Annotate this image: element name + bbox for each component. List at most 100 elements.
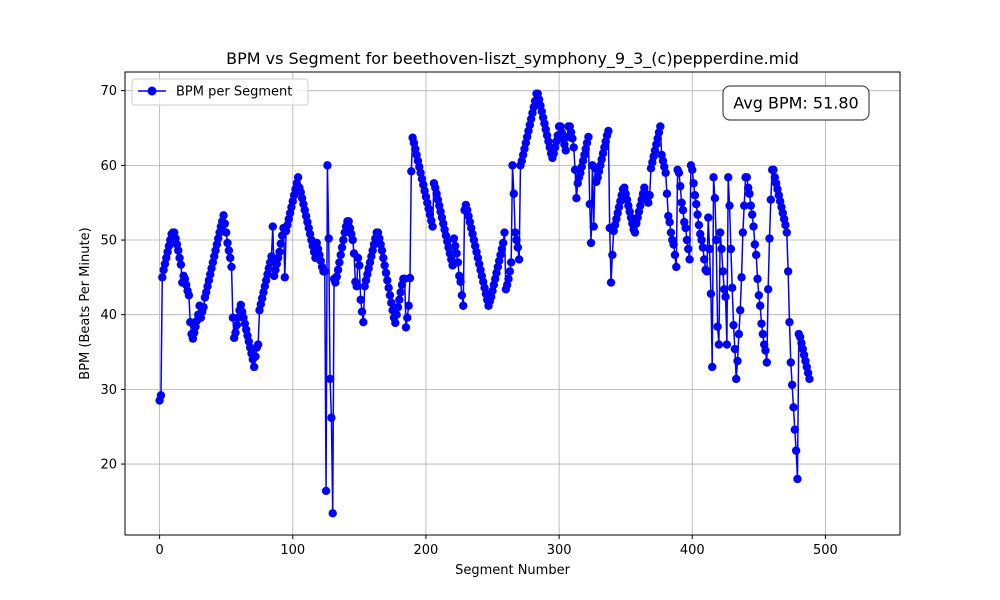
data-point bbox=[199, 303, 208, 312]
data-point bbox=[381, 268, 391, 278]
data-point bbox=[392, 310, 401, 319]
data-point bbox=[704, 213, 713, 222]
data-point bbox=[676, 182, 685, 191]
data-point bbox=[665, 217, 674, 227]
data-point bbox=[749, 222, 758, 231]
data-point bbox=[726, 244, 736, 254]
data-point bbox=[693, 210, 702, 219]
legend-marker-swatch bbox=[147, 86, 157, 96]
data-point bbox=[568, 134, 577, 143]
data-point bbox=[405, 273, 415, 283]
x-axis-ticks: 0 100 200 300 400 500 bbox=[155, 535, 838, 558]
data-point bbox=[689, 179, 698, 188]
data-point bbox=[781, 220, 790, 230]
data-point bbox=[734, 329, 744, 339]
data-point bbox=[738, 228, 748, 237]
x-tick-label: 400 bbox=[680, 543, 705, 558]
data-point bbox=[268, 222, 278, 231]
data-point bbox=[158, 273, 167, 282]
data-point bbox=[733, 356, 742, 366]
data-point bbox=[323, 161, 332, 170]
data-point bbox=[716, 228, 725, 237]
data-point bbox=[793, 474, 802, 484]
data-point bbox=[762, 358, 772, 367]
data-point bbox=[449, 234, 459, 243]
data-point bbox=[698, 243, 708, 252]
data-point bbox=[678, 205, 688, 215]
data-point bbox=[508, 161, 517, 170]
data-point bbox=[718, 267, 728, 276]
data-point bbox=[669, 240, 678, 249]
data-point bbox=[428, 222, 437, 231]
data-point bbox=[353, 253, 363, 263]
data-point bbox=[401, 323, 411, 332]
data-point bbox=[384, 283, 393, 293]
data-point bbox=[275, 247, 284, 257]
data-point bbox=[656, 122, 665, 131]
data-point bbox=[231, 328, 240, 337]
chart-title: BPM vs Segment for beethoven-liszt_symph… bbox=[226, 49, 799, 69]
data-point bbox=[763, 285, 773, 294]
data-point bbox=[677, 198, 686, 207]
data-point bbox=[666, 228, 676, 237]
data-point bbox=[585, 199, 594, 209]
data-point bbox=[293, 173, 303, 182]
data-point bbox=[702, 267, 712, 276]
data-point bbox=[504, 274, 513, 284]
data-point bbox=[452, 249, 461, 258]
data-point bbox=[561, 146, 570, 155]
data-point bbox=[459, 301, 468, 310]
data-point bbox=[569, 143, 578, 152]
data-point bbox=[645, 191, 654, 200]
data-point bbox=[227, 262, 236, 272]
data-point bbox=[396, 288, 405, 297]
data-point bbox=[357, 307, 367, 316]
data-point bbox=[379, 253, 388, 263]
legend: BPM per Segment bbox=[131, 78, 309, 106]
data-point bbox=[710, 194, 720, 203]
data-point bbox=[791, 446, 801, 455]
data-point bbox=[750, 240, 760, 249]
data-point bbox=[453, 258, 463, 267]
data-point bbox=[377, 246, 387, 255]
data-point bbox=[380, 261, 389, 270]
data-point bbox=[769, 165, 778, 175]
data-point bbox=[787, 380, 797, 390]
data-point bbox=[509, 189, 519, 198]
data-point bbox=[630, 228, 640, 237]
data-point bbox=[706, 289, 716, 298]
data-point bbox=[785, 317, 794, 327]
data-point bbox=[404, 301, 413, 310]
data-point bbox=[722, 340, 732, 349]
data-point bbox=[709, 173, 718, 182]
data-point bbox=[742, 173, 752, 182]
data-point bbox=[725, 201, 734, 210]
plot-frame bbox=[124, 71, 901, 536]
data-point bbox=[783, 267, 793, 276]
data-point bbox=[670, 250, 680, 260]
data-point bbox=[682, 235, 692, 245]
y-axis-label: BPM (Beats Per Minute) bbox=[78, 227, 93, 379]
data-point bbox=[223, 238, 232, 248]
data-point bbox=[572, 194, 581, 203]
data-point bbox=[232, 320, 242, 330]
data-point bbox=[761, 346, 770, 355]
data-point bbox=[714, 340, 724, 349]
data-point bbox=[328, 509, 337, 518]
data-point bbox=[335, 258, 344, 267]
data-point bbox=[327, 413, 336, 422]
data-point bbox=[604, 126, 613, 136]
data-point bbox=[720, 285, 729, 294]
data-point bbox=[176, 260, 186, 269]
x-tick-label: 100 bbox=[280, 543, 305, 558]
avg-bpm-annotation: Avg BPM: 51.80 bbox=[722, 85, 870, 121]
data-point bbox=[320, 267, 329, 276]
data-point bbox=[747, 210, 757, 219]
data-point bbox=[251, 352, 260, 361]
data-point bbox=[732, 374, 741, 384]
data-point bbox=[175, 253, 184, 263]
data-point bbox=[355, 261, 364, 270]
data-point bbox=[662, 189, 672, 198]
data-point bbox=[387, 298, 396, 307]
